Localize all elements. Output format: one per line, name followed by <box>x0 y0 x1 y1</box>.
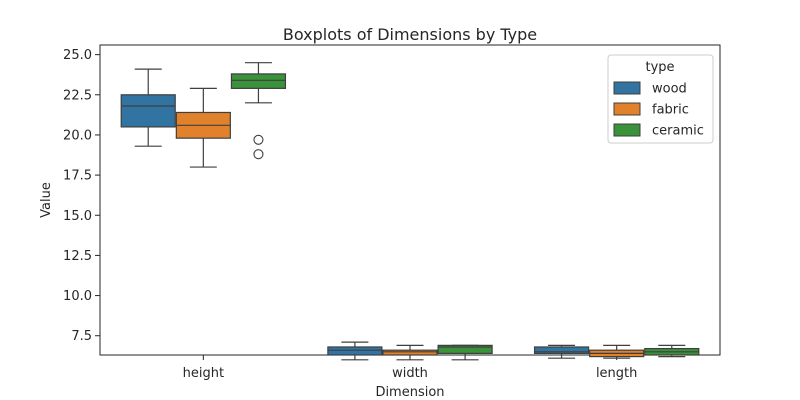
box-fabric-height <box>175 87 231 168</box>
box-iqr <box>382 349 438 356</box>
y-tick-label: 17.5 <box>63 169 92 184</box>
box-wood-width <box>327 341 383 361</box>
legend-label-wood: wood <box>652 82 687 97</box>
x-tick-label: height <box>183 366 224 381</box>
box-ceramic-height <box>230 62 287 160</box>
y-tick-label: 15.0 <box>63 209 92 224</box>
outlier-point <box>253 134 264 145</box>
y-axis-label: Value <box>39 182 54 218</box>
box-wood-height <box>120 68 176 147</box>
legend-label-ceramic: ceramic <box>652 124 704 139</box>
box-iqr <box>230 73 287 89</box>
legend-swatch-ceramic <box>613 123 641 137</box>
chart-title: Boxplots of Dimensions by Type <box>283 25 537 44</box>
y-tick-label: 22.5 <box>63 88 92 103</box>
legend-title: type <box>645 60 674 75</box>
outlier-point <box>253 149 264 160</box>
y-tick-label: 10.0 <box>63 289 92 304</box>
y-tick-label: 7.5 <box>71 329 92 344</box>
x-axis-label: Dimension <box>375 385 444 400</box>
box-iqr <box>533 346 590 354</box>
y-tick-label: 25.0 <box>63 48 92 63</box>
legend-frame <box>607 54 714 144</box>
y-axis: 7.5 10.0 12.5 15.0 17.5 20.0 22.5 25.0 <box>63 48 100 344</box>
box-wood-length <box>533 344 590 359</box>
box-ceramic-width <box>437 344 493 361</box>
legend-label-fabric: fabric <box>652 103 689 118</box>
y-tick-label: 20.0 <box>63 128 92 143</box>
legend-swatch-fabric <box>613 102 641 116</box>
x-tick-label: width <box>392 366 428 381</box>
box-ceramic-length <box>644 344 700 358</box>
legend: type wood fabric ceramic <box>607 54 714 144</box>
box-iqr <box>327 346 383 356</box>
legend-swatch-wood <box>613 81 641 95</box>
boxes-layer <box>120 62 700 361</box>
x-tick-label: length <box>596 366 637 381</box>
box-fabric-width <box>382 344 438 361</box>
y-tick-label: 12.5 <box>63 249 92 264</box>
box-iqr <box>120 94 176 128</box>
box-iqr <box>437 344 493 354</box>
box-fabric-length <box>589 344 645 359</box>
